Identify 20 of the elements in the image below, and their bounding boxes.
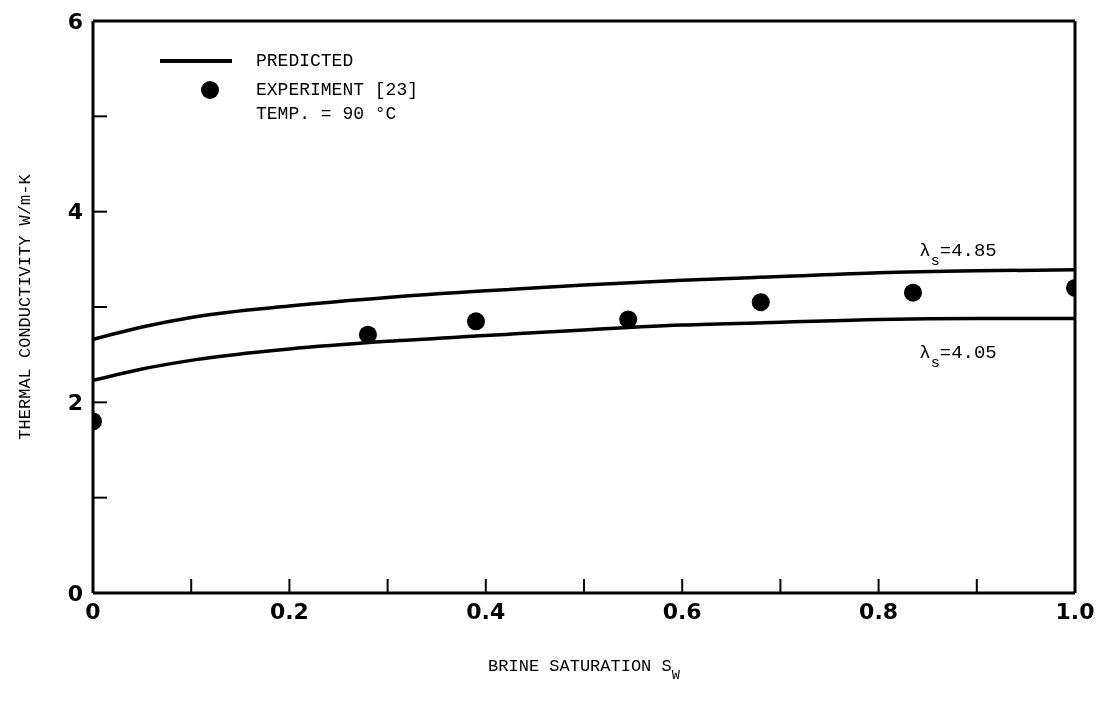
point [903, 283, 922, 302]
point [466, 312, 485, 331]
y-tick-label: 2 [67, 390, 83, 416]
y-tick-label: 6 [67, 8, 83, 34]
x-tick-label: 0.4 [466, 598, 506, 624]
point [751, 293, 770, 312]
x-tick-label: 0 [85, 598, 101, 624]
y-tick-label: 0 [67, 580, 83, 606]
x-tick-label: 0.2 [269, 598, 309, 624]
y-axis-title: THERMAL CONDUCTIVITY W/m-K [16, 173, 35, 440]
annotation: λ$_{s}$=4.85 [919, 240, 997, 270]
annotation: TEMP. = 90 °C [256, 104, 397, 124]
legend-label: EXPERIMENT [23] [256, 78, 419, 102]
legend-label: PREDICTED [256, 49, 354, 73]
y-tick-label: 4 [67, 199, 83, 225]
x-tick-label: 0.8 [859, 598, 899, 624]
x-axis-title: BRINE SATURATION S$_{W}$ [488, 657, 681, 683]
annotation: λ$_{s}$=4.05 [919, 342, 997, 372]
x-tick-label: 0.6 [662, 598, 702, 624]
x-tick-label: 1.0 [1055, 598, 1095, 624]
